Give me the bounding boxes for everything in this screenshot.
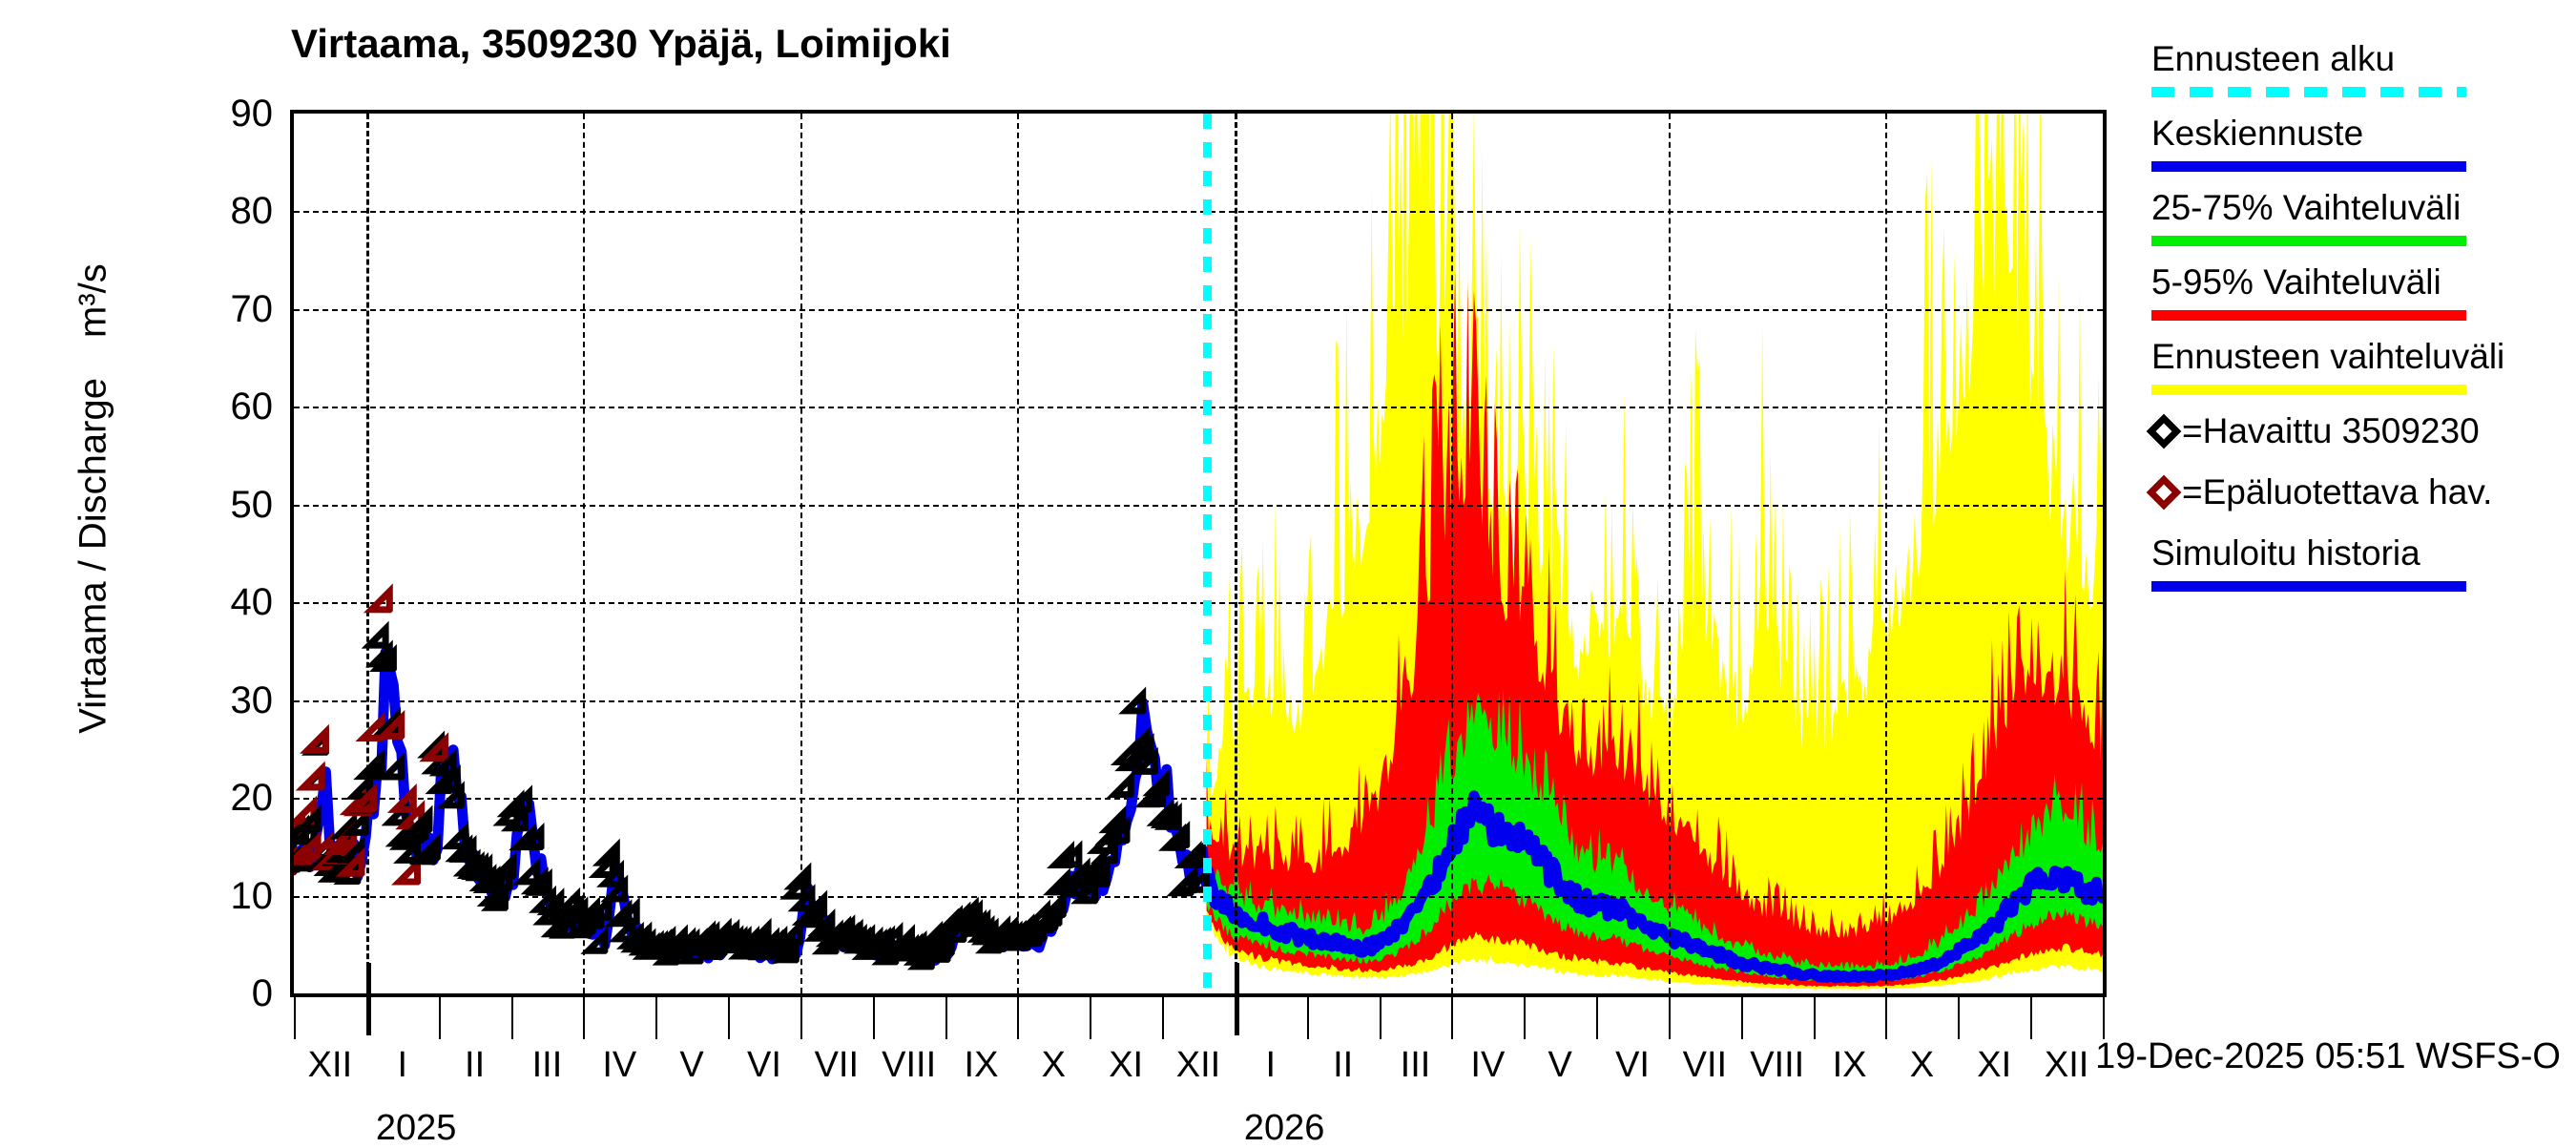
legend-observed-label: =Havaittu 3509230	[2182, 410, 2480, 452]
observed-marker	[449, 830, 466, 846]
legend-simulated: Simuloitu historia	[2151, 532, 2562, 592]
x-axis-tick-mark	[511, 997, 513, 1039]
x-axis-tick-mark	[1090, 997, 1091, 1039]
legend-band-5-95-swatch	[2151, 310, 2466, 321]
legend-forecast-start-swatch	[2151, 87, 2466, 97]
legend-band-full-swatch	[2151, 385, 2466, 395]
y-axis-tick: 90	[158, 94, 273, 133]
unreliable-marker	[364, 720, 382, 739]
legend-band-25-75-label: 25-75% Vaihteluväli	[2151, 187, 2562, 229]
legend-unreliable-label: =Epäluotettava hav.	[2182, 471, 2492, 513]
footer-timestamp: 19-Dec-2025 05:51 WSFS-O	[2095, 1036, 2561, 1077]
x-axis-tick-mark	[294, 997, 296, 1039]
observed-marker	[600, 846, 616, 863]
x-axis-year-label: 2025	[376, 1110, 457, 1146]
forecast-start-line	[1203, 114, 1212, 993]
chart-legend: Ennusteen alku Keskiennuste 25-75% Vaiht…	[2151, 38, 2562, 607]
unreliable-diamond-icon	[2147, 475, 2182, 511]
x-axis-tick-mark	[1741, 997, 1743, 1039]
x-axis-tick-mark	[439, 997, 441, 1039]
x-axis-tick-mark	[1307, 997, 1309, 1039]
legend-band-25-75-swatch	[2151, 236, 2466, 246]
x-axis-tick-mark	[1235, 963, 1239, 1035]
x-axis-year-label: 2026	[1244, 1110, 1325, 1146]
x-axis-tick-mark	[728, 997, 730, 1039]
chart-canvas	[294, 114, 2103, 993]
x-axis-tick-mark	[1596, 997, 1598, 1039]
observed-marker	[792, 870, 808, 887]
legend-forecast-start: Ennusteen alku	[2151, 38, 2562, 97]
observed-diamond-icon	[2147, 414, 2182, 449]
y-axis-tick: 60	[158, 387, 273, 426]
y-axis-tick: 20	[158, 779, 273, 817]
x-axis-tick-mark	[1669, 997, 1671, 1039]
unreliable-marker	[307, 732, 325, 750]
page-title: Virtaama, 3509230 Ypäjä, Loimijoki	[291, 21, 951, 67]
y-axis-label: Virtaama / Discharge m³/s	[73, 194, 115, 804]
y-axis-tick: 80	[158, 192, 273, 230]
legend-unreliable: =Epäluotettava hav.	[2151, 471, 2562, 513]
y-axis-tick: 0	[158, 974, 273, 1012]
x-axis-tick-mark	[1958, 997, 1960, 1039]
legend-observed: =Havaittu 3509230	[2151, 410, 2562, 452]
legend-median-swatch	[2151, 161, 2466, 172]
unreliable-marker	[400, 864, 418, 882]
x-axis-tick-mark	[1524, 997, 1526, 1039]
legend-forecast-start-label: Ennusteen alku	[2151, 38, 2562, 80]
x-axis-tick-mark	[1162, 997, 1164, 1039]
legend-band-5-95-label: 5-95% Vaihteluväli	[2151, 261, 2562, 303]
observed-marker	[521, 866, 537, 882]
x-axis-tick-mark	[366, 963, 371, 1035]
y-axis-tick: 30	[158, 681, 273, 720]
history-series	[294, 114, 2103, 993]
legend-simulated-label: Simuloitu historia	[2151, 532, 2562, 574]
observed-marker	[369, 629, 385, 645]
legend-median-label: Keskiennuste	[2151, 113, 2562, 155]
x-axis-tick-mark	[2103, 997, 2105, 1039]
legend-band-full-label: Ennusteen vaihteluväli	[2151, 336, 2562, 378]
x-axis-tick-mark	[1017, 997, 1019, 1039]
x-axis-tick-mark	[1451, 997, 1453, 1039]
legend-median: Keskiennuste	[2151, 113, 2562, 172]
observed-marker	[1127, 695, 1143, 711]
unreliable-marker	[371, 592, 389, 610]
legend-band-full: Ennusteen vaihteluväli	[2151, 336, 2562, 395]
chart-plot-area	[290, 110, 2107, 997]
x-axis-tick-mark	[800, 997, 802, 1039]
legend-band-25-75: 25-75% Vaihteluväli	[2151, 187, 2562, 246]
observed-marker	[1114, 779, 1131, 795]
legend-simulated-swatch	[2151, 581, 2466, 592]
y-axis-tick: 50	[158, 486, 273, 524]
x-axis-tick-mark	[655, 997, 657, 1039]
x-axis-tick-mark	[945, 997, 947, 1039]
y-axis-unit: m³/s	[73, 263, 114, 338]
x-axis-tick-mark	[1814, 997, 1816, 1039]
observed-marker	[385, 761, 402, 777]
x-axis-tick-mark	[1885, 997, 1887, 1039]
x-axis-tick-mark	[583, 997, 585, 1039]
x-axis-tick-mark	[1380, 997, 1381, 1039]
legend-band-5-95: 5-95% Vaihteluväli	[2151, 261, 2562, 321]
x-axis-tick-mark	[2030, 997, 2032, 1039]
y-axis-tick: 10	[158, 877, 273, 915]
y-axis-label-text: Virtaama / Discharge	[73, 378, 114, 734]
x-axis-tick-mark	[873, 997, 875, 1039]
simulated-history-line	[294, 653, 1207, 962]
unreliable-marker	[303, 769, 322, 787]
y-axis-tick: 70	[158, 290, 273, 328]
y-axis-tick: 40	[158, 583, 273, 621]
